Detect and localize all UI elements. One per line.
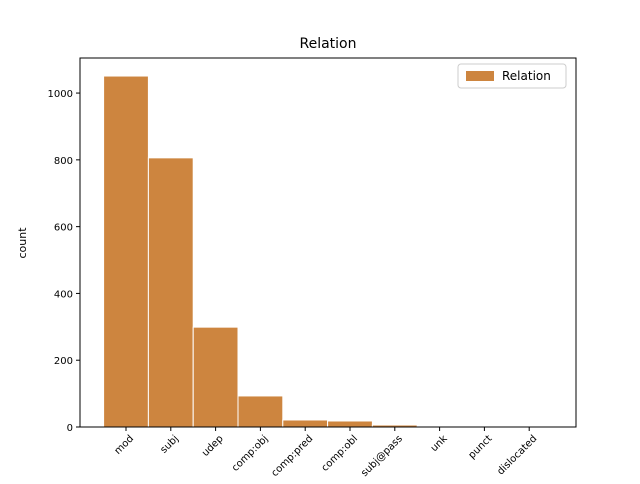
y-tick-label: 0 bbox=[67, 423, 73, 434]
y-axis-label: count bbox=[16, 227, 29, 259]
y-tick-label: 1000 bbox=[48, 89, 73, 100]
legend-label: Relation bbox=[502, 69, 551, 83]
bar bbox=[193, 327, 238, 427]
bar bbox=[148, 158, 193, 427]
bar bbox=[328, 421, 373, 427]
bar bbox=[283, 420, 328, 427]
legend-swatch bbox=[466, 71, 494, 81]
y-tick-label: 200 bbox=[54, 356, 73, 367]
chart-title: Relation bbox=[300, 36, 357, 52]
y-tick-label: 600 bbox=[54, 223, 73, 234]
y-tick-label: 800 bbox=[54, 156, 73, 167]
bar bbox=[238, 396, 283, 427]
y-tick-label: 400 bbox=[54, 289, 73, 300]
bar bbox=[104, 76, 149, 427]
